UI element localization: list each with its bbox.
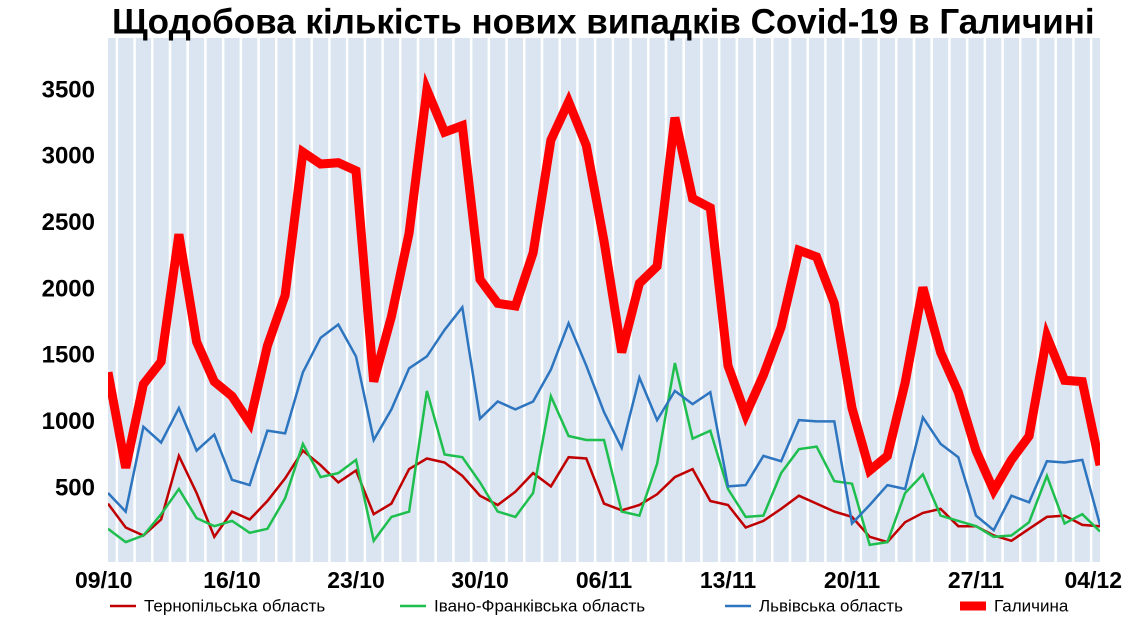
plot-lines [108, 72, 1100, 547]
series-line [108, 72, 1100, 501]
plot-background [108, 38, 1111, 562]
x-tick-label: 27/11 [948, 567, 1004, 593]
x-tick-label: 30/10 [451, 567, 509, 593]
legend-label: Галичина [994, 596, 1069, 615]
chart-title: Щодобова кількість нових випадків Covid-… [112, 2, 1095, 41]
plot-area [108, 38, 1100, 562]
y-tick-label: 2500 [42, 209, 95, 236]
series-line [108, 304, 1100, 533]
y-tick-label: 1000 [42, 408, 95, 435]
legend-label: Львівська область [759, 596, 903, 615]
x-tick-label: 04/12 [1064, 567, 1122, 593]
series-line [108, 362, 1100, 547]
legend-label: Тернопільська область [144, 596, 325, 615]
x-tick-label: 23/10 [327, 567, 385, 593]
x-tick-label: 20/11 [824, 567, 880, 593]
y-tick-label: 2000 [42, 275, 95, 302]
x-tick-label: 13/11 [700, 567, 756, 593]
y-tick-label: 1500 [42, 342, 95, 369]
y-tick-label: 3500 [42, 76, 95, 103]
x-tick-label: 16/10 [203, 567, 261, 593]
series-line [108, 448, 1100, 544]
y-tick-label: 500 [55, 474, 95, 501]
legend-label: Івано-Франківська область [434, 596, 645, 615]
y-tick-label: 3000 [42, 143, 95, 170]
x-tick-label: 06/11 [576, 567, 632, 593]
x-tick-label: 09/10 [75, 567, 133, 593]
